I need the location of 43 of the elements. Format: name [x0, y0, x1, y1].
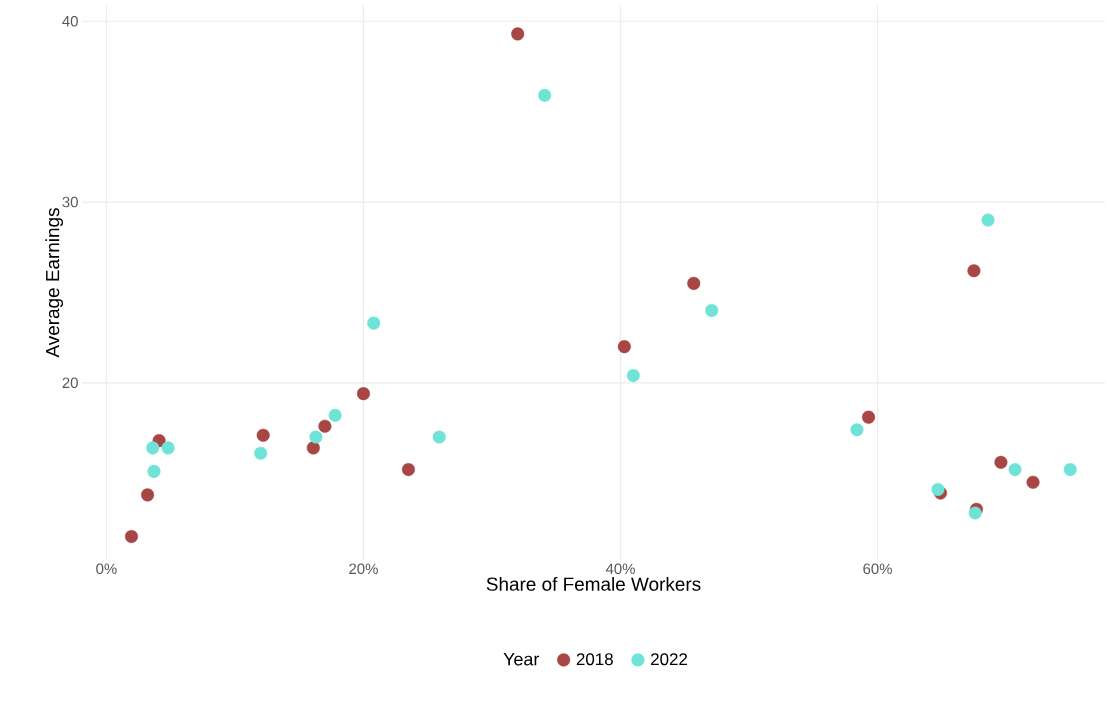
legend-title: Year — [503, 652, 540, 666]
point — [141, 488, 155, 502]
x-tick-label: 20% — [349, 563, 378, 575]
point — [511, 27, 525, 41]
point — [931, 482, 945, 496]
point — [1008, 463, 1022, 477]
point — [617, 340, 631, 354]
point — [318, 419, 332, 433]
point — [705, 304, 719, 318]
point — [306, 441, 320, 455]
y-axis-title: Average Earnings — [45, 208, 64, 358]
point — [1026, 475, 1040, 489]
point — [309, 430, 323, 444]
x-tick-label: 0% — [96, 563, 117, 575]
point — [1063, 463, 1077, 477]
point — [124, 529, 138, 543]
y-tick-label: 30 — [62, 196, 78, 208]
point — [994, 455, 1008, 469]
point — [147, 464, 161, 478]
x-tick-label: 40% — [605, 563, 635, 575]
point — [254, 446, 268, 460]
point — [968, 506, 982, 520]
point — [967, 264, 981, 278]
y-tick-label: 20 — [62, 377, 78, 389]
point — [432, 430, 446, 444]
point — [626, 369, 640, 383]
point — [146, 441, 160, 455]
point — [687, 276, 701, 290]
point — [981, 213, 995, 227]
x-axis-title: Share of Female Workers — [486, 576, 701, 591]
y-tick-label: 40 — [62, 15, 78, 27]
point — [328, 408, 342, 422]
point — [850, 423, 864, 437]
point — [256, 428, 270, 442]
point — [161, 441, 175, 455]
legend-label: 2022 — [651, 653, 688, 666]
point — [356, 387, 370, 401]
point — [862, 410, 876, 424]
legend-label: 2018 — [576, 653, 613, 666]
point — [538, 88, 552, 102]
x-tick-label: 60% — [863, 563, 892, 575]
point — [367, 316, 381, 330]
point — [401, 463, 415, 477]
